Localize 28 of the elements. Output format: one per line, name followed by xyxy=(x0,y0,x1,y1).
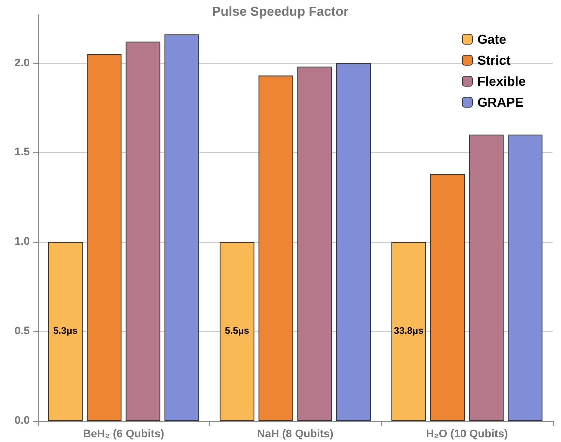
bar xyxy=(430,174,466,421)
bar xyxy=(258,76,294,421)
bar xyxy=(126,42,161,421)
legend-label: GRAPE xyxy=(478,95,524,110)
bar xyxy=(87,54,122,421)
legend-label: Strict xyxy=(478,53,512,68)
bar xyxy=(164,34,200,421)
bar xyxy=(508,134,543,421)
legend-label: Gate xyxy=(478,32,506,47)
bar xyxy=(336,63,372,421)
bar xyxy=(298,66,332,421)
annotation: 5.5μs xyxy=(225,326,250,338)
chart-title: Pulse Speedup Factor xyxy=(212,4,349,19)
y-tick-label: 2.0 xyxy=(14,57,30,70)
bar xyxy=(392,242,426,421)
bar xyxy=(469,134,504,421)
y-tick-label: 0.5 xyxy=(14,326,30,338)
annotation: 5.3μs xyxy=(53,326,78,338)
y-tick-label: 1.5 xyxy=(14,146,30,159)
x-tick-label: BeH₂ (6 Qubits) xyxy=(83,428,165,440)
bar xyxy=(48,242,83,421)
x-tick-label: NaH (8 Qubits) xyxy=(257,428,334,440)
x-tick-label: H₂O (10 Qubits) xyxy=(426,428,508,440)
bar xyxy=(220,242,255,421)
annotation: 33.8μs xyxy=(394,326,424,338)
y-tick-label: 1.0 xyxy=(14,236,30,248)
y-tick-label: 0.0 xyxy=(14,415,30,427)
legend-label: Flexible xyxy=(478,74,526,89)
